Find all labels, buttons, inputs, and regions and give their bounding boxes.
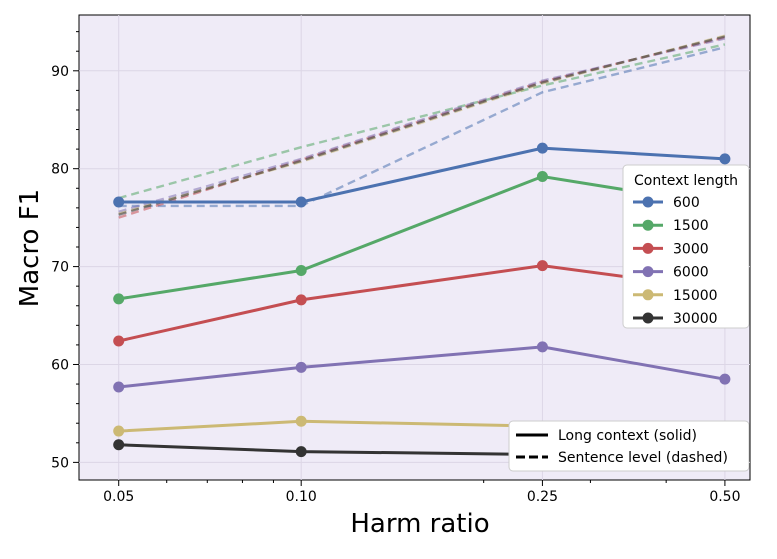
point-30000-0 xyxy=(113,439,125,451)
legend-swatch-marker xyxy=(642,266,654,278)
point-3000-2 xyxy=(536,260,548,272)
series-line-600-dashed xyxy=(118,46,726,208)
series-line-30000-dashed xyxy=(118,35,726,216)
point-15000-0 xyxy=(113,425,125,437)
point-1500-1 xyxy=(295,265,307,277)
legend-context-entry-label: 3000 xyxy=(673,241,709,257)
series-line-6000-solid xyxy=(118,345,726,389)
point-600-1 xyxy=(295,196,307,208)
point-15000-1 xyxy=(295,415,307,427)
y-tick-label: 50 xyxy=(51,455,69,471)
series-line-600-solid xyxy=(118,146,725,204)
point-600-3 xyxy=(719,153,731,165)
x-tick-label: 0.10 xyxy=(286,489,317,505)
x-tick-label: 0.05 xyxy=(103,489,134,505)
legend-line-style: Long context (solid) Sentence level (dash… xyxy=(508,420,750,472)
point-6000-1 xyxy=(295,361,307,373)
y-tick-label: 90 xyxy=(51,64,69,80)
x-tick-label: 0.25 xyxy=(527,489,558,505)
y-axis-label: Macro F1 xyxy=(15,189,45,307)
legend-swatch-marker xyxy=(642,242,654,254)
point-3000-1 xyxy=(295,294,307,306)
axes: 0.05 0.10 0.25 0.50 50 60 70 80 90 xyxy=(51,31,740,505)
legend-style-entry-label: Sentence level (dashed) xyxy=(558,450,728,466)
y-tick-label: 70 xyxy=(51,260,69,276)
point-3000-0 xyxy=(113,335,125,347)
legend-context-length: Context length 600 1500 3000 6000 15000 30000 xyxy=(622,164,750,329)
legend-context-entry-label: 30000 xyxy=(673,311,718,327)
legend-style-entry-label: Long context (solid) xyxy=(558,428,697,444)
legend-context-entry-label: 15000 xyxy=(673,288,718,304)
legend-context-entry-label: 600 xyxy=(673,195,700,211)
legend-swatch-marker xyxy=(642,219,654,231)
y-tick-label: 80 xyxy=(51,162,69,178)
legend-swatch-marker xyxy=(642,196,654,208)
point-6000-2 xyxy=(536,341,548,353)
x-axis-label: Harm ratio xyxy=(350,509,489,539)
legend-context-frame xyxy=(622,164,750,329)
legend-context-entry-label: 1500 xyxy=(673,218,709,234)
point-6000-3 xyxy=(719,373,731,385)
point-600-2 xyxy=(536,142,548,154)
legend-swatch-marker xyxy=(642,312,654,324)
point-1500-0 xyxy=(113,293,125,305)
point-6000-0 xyxy=(113,381,125,393)
y-tick-label: 60 xyxy=(51,357,69,373)
x-tick-label: 0.50 xyxy=(709,489,740,505)
point-1500-2 xyxy=(536,171,548,183)
legend-context-entry-label: 6000 xyxy=(673,265,709,281)
point-600-0 xyxy=(113,196,125,208)
legend-swatch-marker xyxy=(642,289,654,301)
series-group xyxy=(113,34,731,465)
legend-style-frame xyxy=(508,420,750,472)
legend-context-entries: 600 1500 3000 6000 15000 30000 xyxy=(633,195,718,327)
point-30000-1 xyxy=(295,446,307,458)
legend-style-entries: Long context (solid) Sentence level (dash… xyxy=(516,428,728,466)
series-line-1500-dashed xyxy=(118,43,726,200)
legend-context-title: Context length xyxy=(634,173,738,189)
